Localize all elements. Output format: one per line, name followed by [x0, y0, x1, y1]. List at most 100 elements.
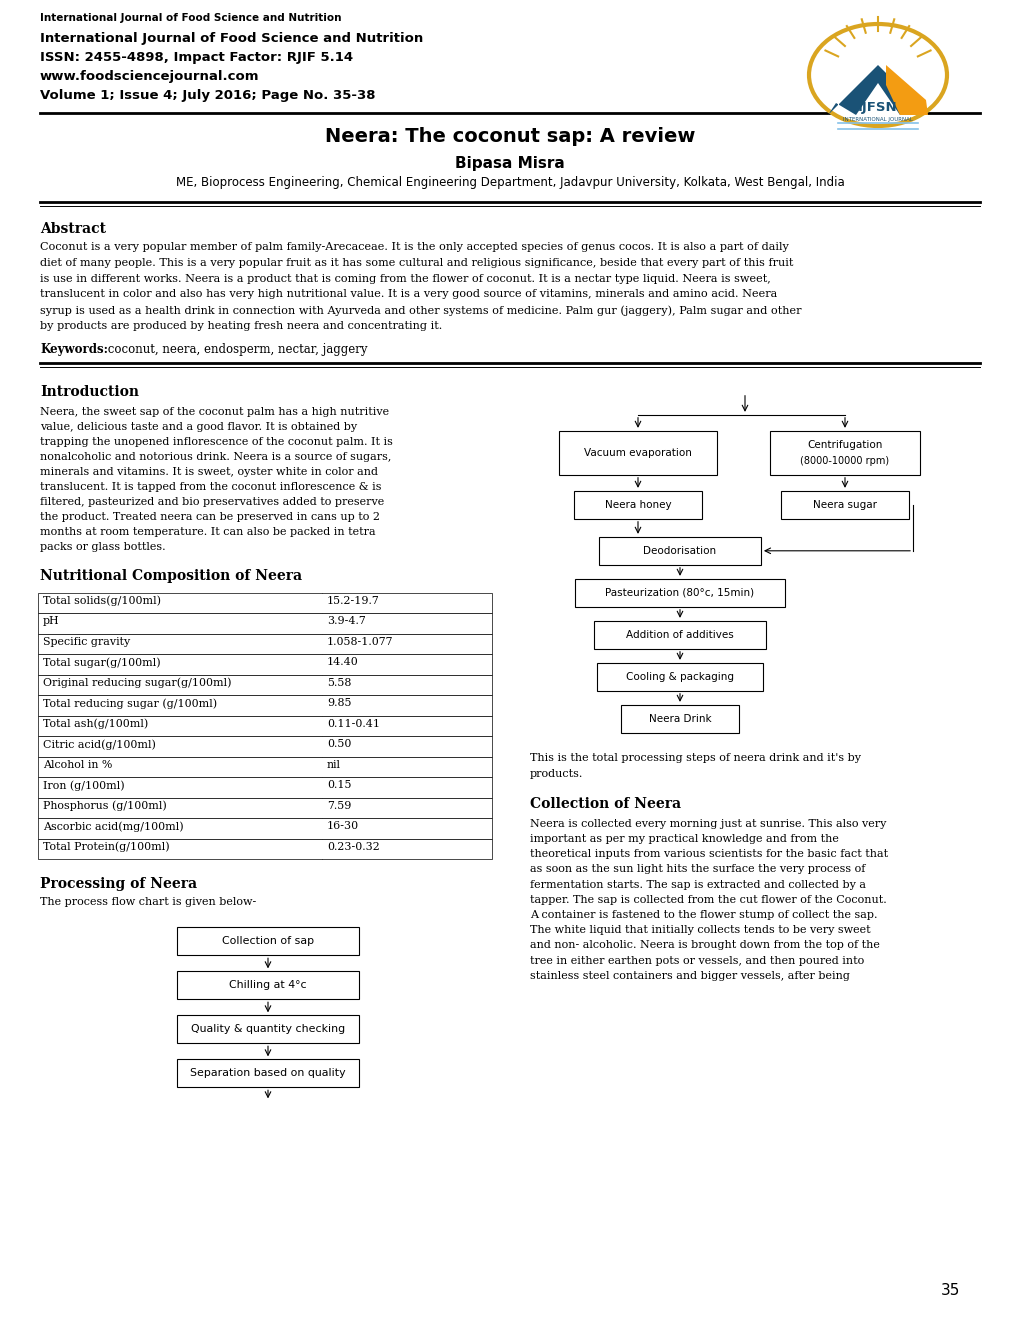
Text: diet of many people. This is a very popular fruit as it has some cultural and re: diet of many people. This is a very popu… [40, 257, 793, 268]
Text: International Journal of Food Science and Nutrition: International Journal of Food Science an… [40, 32, 423, 45]
Text: IJFSN: IJFSN [857, 100, 897, 114]
Text: ME, Bioprocess Engineering, Chemical Engineering Department, Jadavpur University: ME, Bioprocess Engineering, Chemical Eng… [175, 176, 844, 189]
Text: 7.59: 7.59 [327, 801, 351, 810]
Text: Centrifugation: Centrifugation [806, 440, 881, 450]
Text: 35: 35 [940, 1283, 959, 1298]
Text: ISSN: 2455-4898, Impact Factor: RJIF 5.14: ISSN: 2455-4898, Impact Factor: RJIF 5.1… [40, 51, 353, 63]
Text: Collection of Neera: Collection of Neera [530, 797, 681, 810]
Bar [38, 614, 491, 634]
Text: 0.23-0.32: 0.23-0.32 [327, 842, 379, 851]
Text: minerals and vitamins. It is sweet, oyster white in color and: minerals and vitamins. It is sweet, oyst… [40, 467, 378, 477]
Text: Separation based on quality: Separation based on quality [190, 1068, 345, 1078]
Text: 0.50: 0.50 [327, 739, 351, 750]
Bar [177, 1015, 359, 1043]
Text: www.foodsciencejournal.com: www.foodsciencejournal.com [40, 70, 259, 83]
Text: and non- alcoholic. Neera is brought down from the top of the: and non- alcoholic. Neera is brought dow… [530, 940, 879, 950]
Bar [38, 655, 491, 675]
Bar [38, 696, 491, 715]
Text: as soon as the sun light hits the surface the very process of: as soon as the sun light hits the surfac… [530, 865, 864, 874]
Bar [38, 675, 491, 696]
Text: Introduction: Introduction [40, 385, 139, 399]
Text: Total Protein(g/100ml): Total Protein(g/100ml) [43, 842, 169, 853]
Bar [38, 593, 491, 614]
Text: 5.58: 5.58 [327, 677, 351, 688]
Bar [38, 777, 491, 797]
Text: products.: products. [530, 768, 583, 779]
Text: nonalcoholic and notorious drink. Neera is a source of sugars,: nonalcoholic and notorious drink. Neera … [40, 451, 391, 462]
Text: Processing of Neera: Processing of Neera [40, 878, 197, 891]
Bar [177, 928, 359, 956]
Text: The white liquid that initially collects tends to be very sweet: The white liquid that initially collects… [530, 925, 870, 935]
Bar [177, 972, 359, 999]
Bar [596, 663, 762, 690]
Text: 3.9-4.7: 3.9-4.7 [327, 616, 366, 626]
Text: Vacuum evaporation: Vacuum evaporation [584, 447, 691, 458]
Polygon shape [886, 65, 927, 115]
Text: Abstract: Abstract [40, 222, 106, 236]
Text: Specific gravity: Specific gravity [43, 636, 130, 647]
Text: 1.058-1.077: 1.058-1.077 [327, 636, 393, 647]
Text: INTERNATIONAL JOURNAL: INTERNATIONAL JOURNAL [843, 116, 912, 121]
Text: fermentation starts. The sap is extracted and collected by a: fermentation starts. The sap is extracte… [530, 879, 865, 890]
Text: pH: pH [43, 616, 59, 626]
Bar [593, 620, 765, 649]
Text: Phosphorus (g/100ml): Phosphorus (g/100ml) [43, 801, 166, 812]
Bar [558, 430, 716, 475]
Bar [177, 1060, 359, 1088]
Text: International Journal of Food Science and Nutrition: International Journal of Food Science an… [40, 13, 341, 22]
Text: is use in different works. Neera is a product that is coming from the flower of : is use in different works. Neera is a pr… [40, 273, 770, 284]
Text: Pasteurization (80°c, 15min): Pasteurization (80°c, 15min) [605, 587, 754, 598]
Text: 16-30: 16-30 [327, 821, 359, 832]
Text: Iron (g/100ml): Iron (g/100ml) [43, 780, 124, 791]
Text: Neera is collected every morning just at sunrise. This also very: Neera is collected every morning just at… [530, 818, 886, 829]
Text: Neera sugar: Neera sugar [812, 500, 876, 510]
Text: This is the total processing steps of neera drink and it's by: This is the total processing steps of ne… [530, 752, 860, 763]
Bar [575, 578, 785, 607]
Bar [38, 838, 491, 859]
Text: value, delicious taste and a good flavor. It is obtained by: value, delicious taste and a good flavor… [40, 422, 357, 432]
Text: Addition of additives: Addition of additives [626, 630, 733, 640]
Text: tree in either earthen pots or vessels, and then poured into: tree in either earthen pots or vessels, … [530, 956, 863, 966]
Text: Citric acid(g/100ml): Citric acid(g/100ml) [43, 739, 156, 750]
Text: The process flow chart is given below-: The process flow chart is given below- [40, 898, 256, 907]
Text: (8000-10000 rpm): (8000-10000 rpm) [800, 455, 889, 466]
Ellipse shape [808, 24, 946, 125]
Text: Total reducing sugar (g/100ml): Total reducing sugar (g/100ml) [43, 698, 217, 709]
Polygon shape [827, 65, 927, 115]
Text: Cooling & packaging: Cooling & packaging [626, 672, 734, 682]
Text: months at room temperature. It can also be packed in tetra: months at room temperature. It can also … [40, 527, 375, 537]
Text: theoretical inputs from various scientists for the basic fact that: theoretical inputs from various scientis… [530, 849, 888, 859]
Text: translucent in color and also has very high nutritional value. It is a very good: translucent in color and also has very h… [40, 289, 776, 300]
Text: 14.40: 14.40 [327, 657, 359, 668]
Bar [38, 756, 491, 777]
Bar [38, 797, 491, 818]
Bar [598, 537, 760, 565]
Text: Volume 1; Issue 4; July 2016; Page No. 35-38: Volume 1; Issue 4; July 2016; Page No. 3… [40, 88, 375, 102]
Text: Quality & quantity checking: Quality & quantity checking [191, 1024, 344, 1035]
Text: syrup is used as a health drink in connection with Ayurveda and other systems of: syrup is used as a health drink in conne… [40, 305, 801, 315]
Text: Neera honey: Neera honey [604, 500, 671, 510]
Text: Total sugar(g/100ml): Total sugar(g/100ml) [43, 657, 160, 668]
Text: packs or glass bottles.: packs or glass bottles. [40, 541, 165, 552]
Text: filtered, pasteurized and bio preservatives added to preserve: filtered, pasteurized and bio preservati… [40, 496, 384, 507]
Bar [574, 491, 701, 519]
Text: the product. Treated neera can be preserved in cans up to 2: the product. Treated neera can be preser… [40, 512, 380, 521]
Text: Neera Drink: Neera Drink [648, 714, 710, 723]
Text: 15.2-19.7: 15.2-19.7 [327, 595, 379, 606]
Text: Coconut is a very popular member of palm family-Arecaceae. It is the only accept: Coconut is a very popular member of palm… [40, 242, 788, 252]
Bar [38, 737, 491, 756]
Text: tapper. The sap is collected from the cut flower of the Coconut.: tapper. The sap is collected from the cu… [530, 895, 886, 904]
Text: Collection of sap: Collection of sap [222, 936, 314, 946]
Text: Bipasa Misra: Bipasa Misra [454, 156, 565, 172]
Text: Neera, the sweet sap of the coconut palm has a high nutritive: Neera, the sweet sap of the coconut palm… [40, 407, 388, 417]
Text: Neera: The coconut sap: A review: Neera: The coconut sap: A review [324, 127, 695, 147]
Bar [621, 705, 739, 733]
Text: Original reducing sugar(g/100ml): Original reducing sugar(g/100ml) [43, 677, 231, 688]
Text: 9.85: 9.85 [327, 698, 352, 709]
Text: trapping the unopened inflorescence of the coconut palm. It is: trapping the unopened inflorescence of t… [40, 437, 392, 446]
Text: Keywords:: Keywords: [40, 343, 108, 356]
Bar [38, 634, 491, 655]
Text: 0.11-0.41: 0.11-0.41 [327, 719, 380, 729]
Bar [38, 715, 491, 737]
Text: translucent. It is tapped from the coconut inflorescence & is: translucent. It is tapped from the cocon… [40, 482, 381, 492]
